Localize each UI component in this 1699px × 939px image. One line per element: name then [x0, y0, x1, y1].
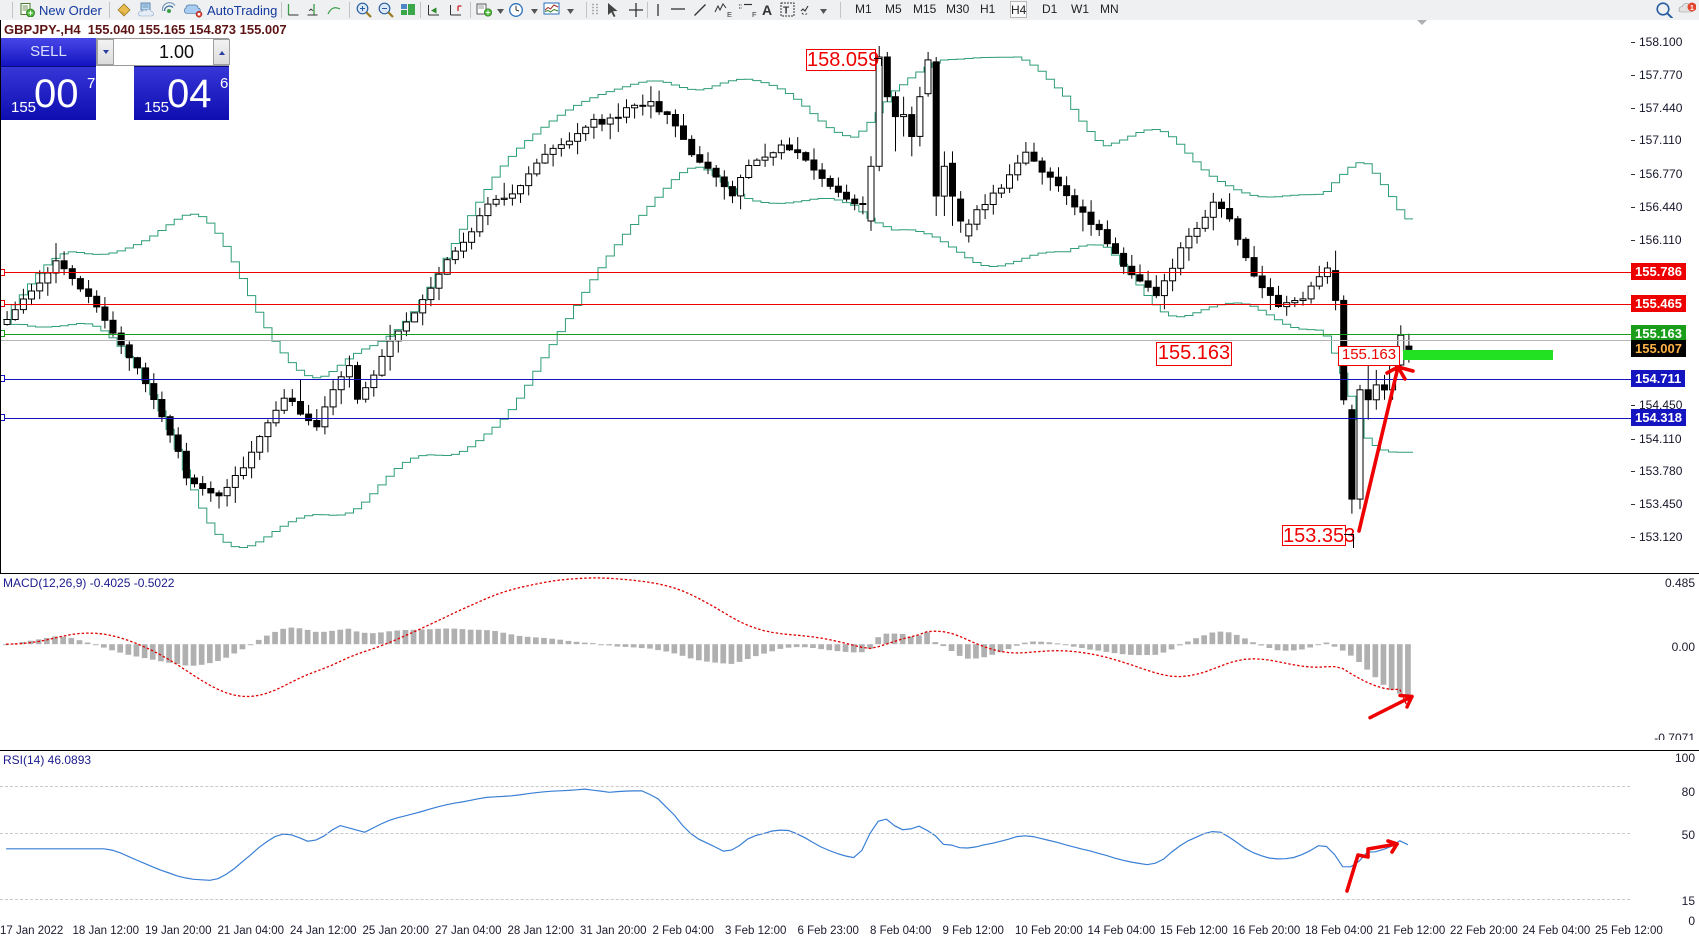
svg-text:1: 1: [1690, 5, 1694, 12]
svg-text:E: E: [727, 10, 732, 18]
svg-text:T: T: [783, 6, 789, 17]
svg-text:F: F: [752, 10, 757, 18]
